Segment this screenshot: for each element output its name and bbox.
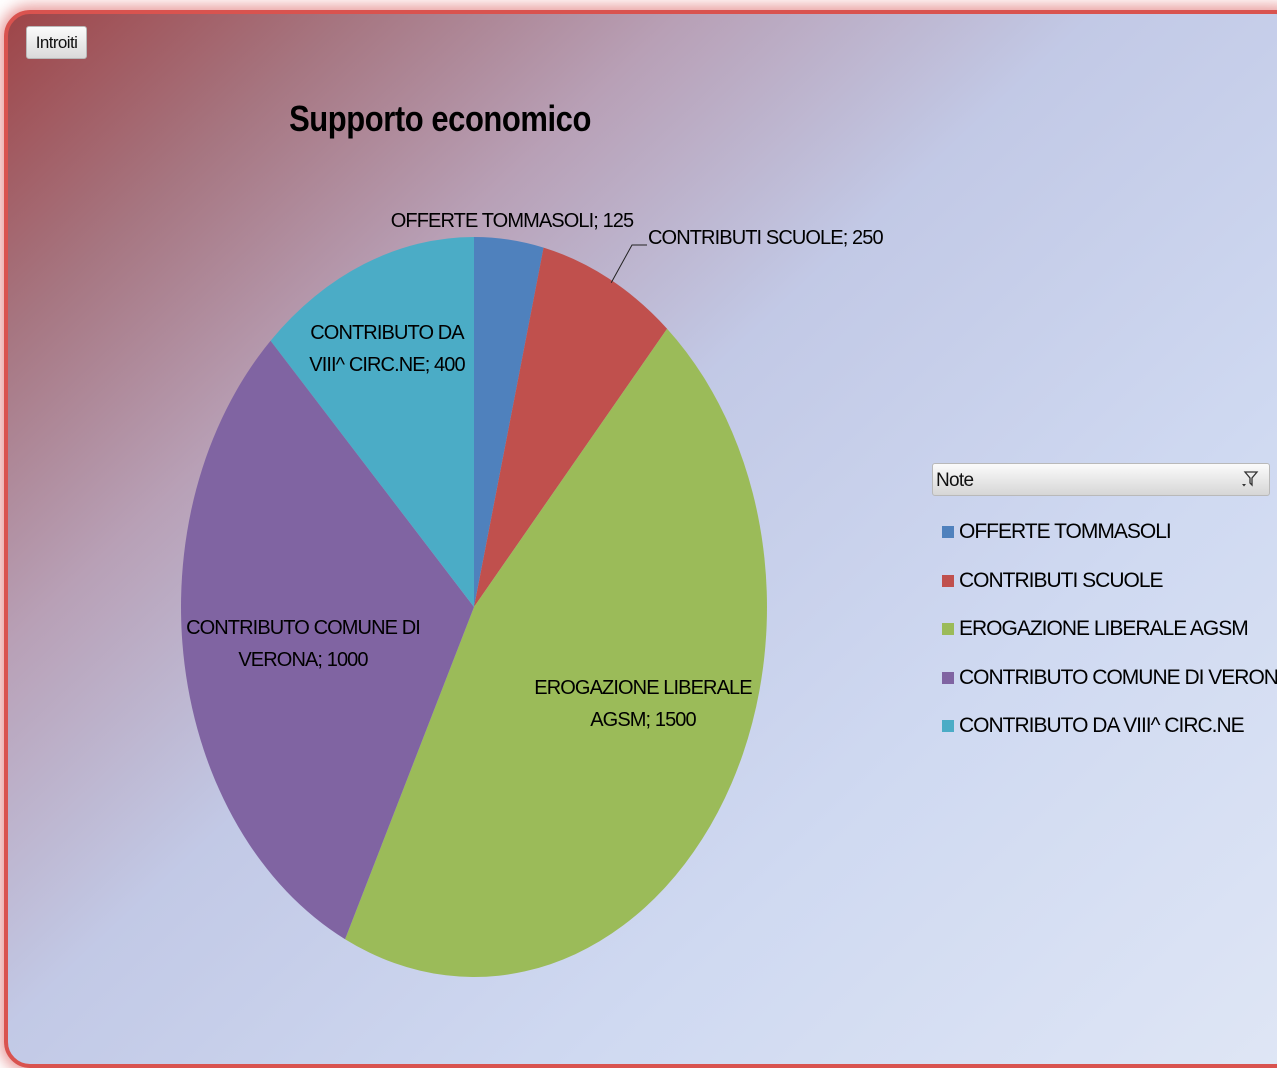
legend-label: CONTRIBUTO DA VIII^ CIRC.NE — [959, 714, 1245, 737]
data-label-3-line-0: CONTRIBUTO COMUNE DI — [186, 617, 420, 639]
filter-icon[interactable] — [1241, 466, 1259, 488]
legend-item[interactable]: CONTRIBUTO COMUNE DI VERONA — [942, 665, 1277, 691]
pie-slice-3 — [181, 340, 474, 940]
data-label-4-line-1: VIII^ CIRC.NE; 400 — [309, 354, 465, 376]
legend-item[interactable]: EROGAZIONE LIBERALE AGSM — [942, 616, 1249, 642]
legend-label: CONTRIBUTO COMUNE DI VERONA — [959, 665, 1277, 689]
pie-slice-1 — [474, 247, 668, 607]
data-label-0-line-0: OFFERTE TOMMASOLI; 125 — [391, 210, 634, 232]
field-button-introiti[interactable]: Introiti — [26, 26, 87, 59]
legend-item[interactable]: CONTRIBUTI SCUOLE — [942, 568, 1164, 594]
pie-slice-0 — [474, 237, 544, 607]
legend-swatch — [942, 623, 954, 635]
legend: Note OFFERTE TOMMASOLI CONTRIBUTI SCUOLE E… — [932, 463, 1277, 743]
pie-slice-4 — [270, 237, 474, 607]
chart-title: Supporto economico — [289, 98, 591, 139]
legend-label: OFFERTE TOMMASOLI — [959, 520, 1172, 543]
legend-header-label: Note — [936, 470, 974, 491]
data-label-3-line-1: VERONA; 1000 — [238, 649, 368, 671]
legend-swatch — [942, 671, 954, 684]
legend-swatch — [942, 720, 954, 732]
legend-filter-button[interactable]: Note — [932, 463, 1270, 496]
legend-swatch — [942, 526, 954, 538]
data-label-1-line-0: CONTRIBUTI SCUOLE; 250 — [648, 227, 883, 249]
data-label-2-line-0: EROGAZIONE LIBERALE — [534, 677, 752, 699]
leader-line — [610, 244, 647, 283]
legend-label: EROGAZIONE LIBERALE AGSM — [959, 617, 1249, 640]
data-label-2-line-1: AGSM; 1500 — [590, 709, 696, 731]
legend-item[interactable]: OFFERTE TOMMASOLI — [942, 519, 1172, 545]
legend-swatch — [942, 574, 954, 587]
legend-label: CONTRIBUTI SCUOLE — [959, 568, 1164, 592]
data-label-4-line-0: CONTRIBUTO DA — [310, 322, 465, 344]
legend-item[interactable]: CONTRIBUTO DA VIII^ CIRC.NE — [942, 713, 1245, 739]
pie-slice-2 — [345, 328, 767, 977]
